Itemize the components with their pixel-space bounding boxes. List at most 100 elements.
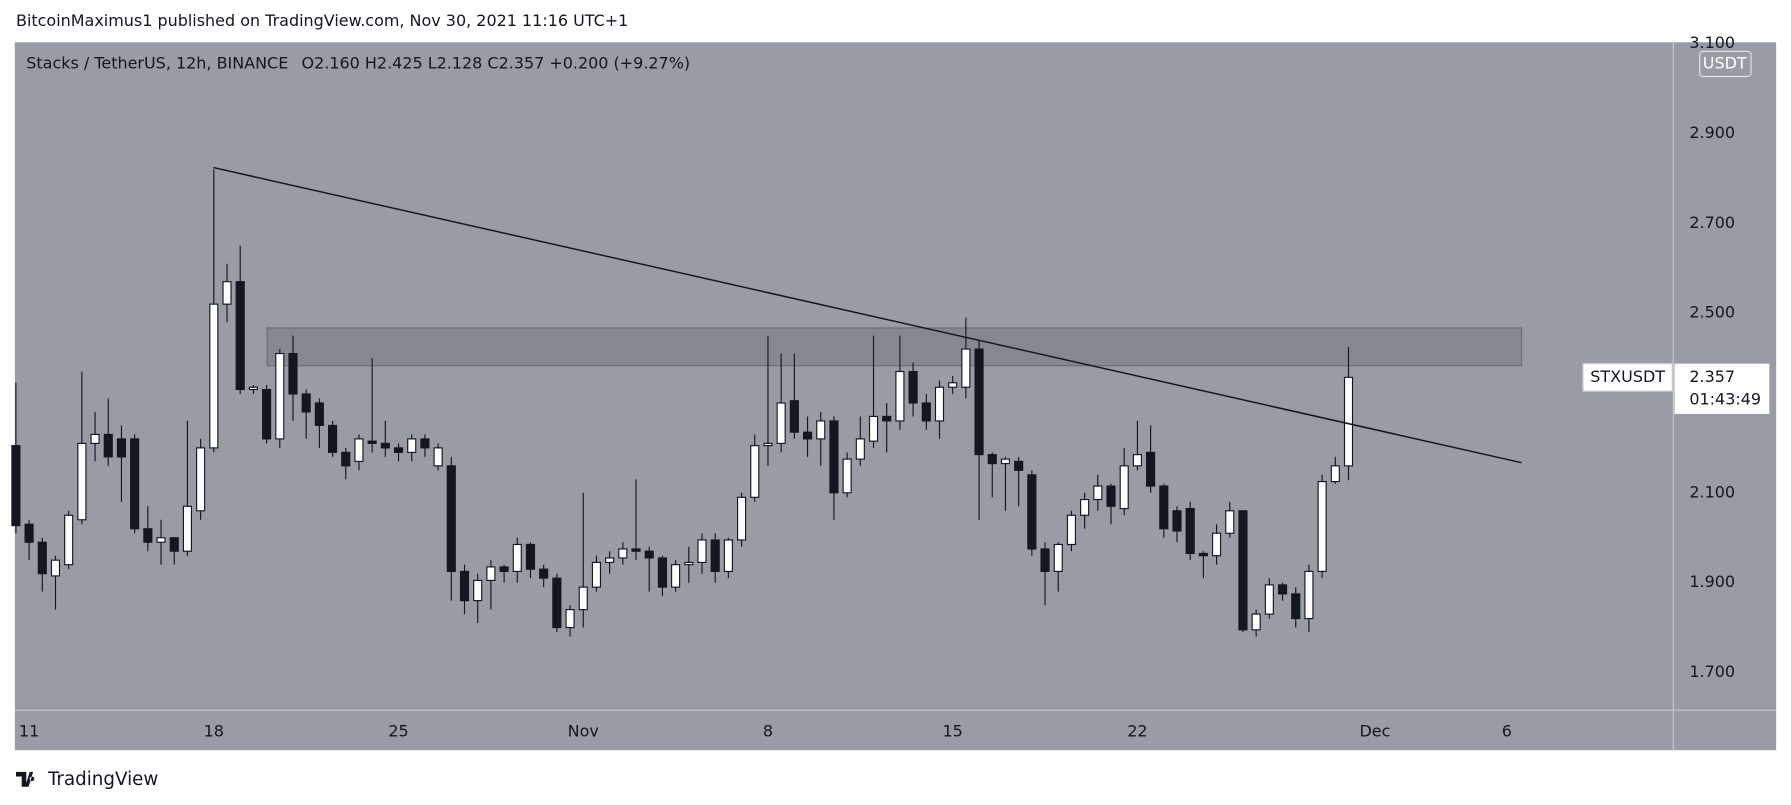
candle-body: [987, 454, 997, 465]
x-tick-label: 22: [1127, 721, 1147, 740]
footer-brand: TradingView: [47, 769, 158, 790]
x-tick-label: Nov: [568, 721, 599, 740]
candle-body: [1132, 454, 1142, 467]
candle-body: [512, 543, 522, 572]
candle-body: [1027, 474, 1037, 550]
candle-body: [750, 445, 760, 498]
candle-body: [393, 447, 404, 453]
x-tick-label: Dec: [1359, 721, 1390, 740]
resistance-zone: [266, 327, 1523, 367]
candle-body: [578, 586, 588, 611]
candle-body: [433, 447, 443, 467]
candle-body: [737, 496, 747, 541]
candle-body: [1185, 507, 1195, 555]
candle-body: [974, 348, 984, 456]
candle-body: [868, 415, 879, 442]
currency: USDT: [1703, 53, 1747, 72]
candle-body: [380, 442, 390, 449]
candle-body: [776, 402, 786, 444]
price-tag-text: 2.357: [1689, 367, 1735, 386]
candle-body: [486, 566, 496, 581]
candle-body: [275, 352, 285, 440]
candle-body: [1343, 376, 1354, 467]
publisher-header: BitcoinMaximus1 published on TradingView…: [16, 11, 628, 30]
candle-body: [1093, 485, 1103, 501]
y-tick-label: 2.900: [1689, 123, 1735, 142]
x-tick-label: 8: [763, 721, 773, 740]
candle-body: [1080, 498, 1090, 516]
candle-body: [842, 458, 852, 494]
x-tick-label: 25: [388, 721, 408, 740]
candle-body: [895, 370, 905, 422]
candle-body: [657, 557, 667, 588]
candle-body: [1304, 570, 1314, 620]
candle-body: [11, 445, 21, 527]
candle-body: [1040, 548, 1050, 572]
candle-body: [367, 440, 377, 444]
candle-body: [473, 579, 483, 602]
candle-body: [789, 400, 799, 433]
candle-body: [552, 577, 562, 629]
candle-body: [222, 281, 232, 305]
candle-body: [1225, 510, 1235, 534]
candle-body: [1014, 460, 1024, 471]
x-tick-label: 11: [19, 721, 39, 740]
candle-body: [103, 433, 113, 458]
candle-body: [1317, 481, 1327, 572]
candle-body: [499, 566, 509, 572]
candle-body: [156, 537, 166, 543]
candle-body: [565, 609, 575, 629]
candle-body: [882, 415, 892, 422]
candle-body: [407, 438, 417, 453]
candle-body: [921, 402, 931, 422]
y-tick-label: 2.100: [1689, 482, 1735, 501]
y-tick-label: 3.100: [1689, 33, 1735, 52]
candle-body: [684, 561, 694, 566]
candle-body: [763, 442, 773, 447]
x-tick-label: 6: [1502, 721, 1512, 740]
countdown-text: 01:43:49: [1689, 390, 1761, 409]
trendline: [213, 166, 1522, 464]
candle-body: [209, 303, 219, 449]
x-tick-label: 15: [943, 721, 963, 740]
candle-body: [934, 386, 945, 422]
candle-body: [196, 447, 206, 512]
symbol-tag-text: STXUSDT: [1590, 367, 1665, 386]
candle-body: [802, 431, 813, 440]
candle-body: [1251, 613, 1261, 631]
ohlc-legend: O2.160 H2.425 L2.128 C2.357 +0.200 (+9.2…: [302, 53, 691, 72]
candle-body: [1238, 510, 1248, 631]
y-tick-label: 1.700: [1689, 662, 1735, 681]
candle-body: [64, 514, 74, 566]
candle-body: [1172, 510, 1182, 532]
candle-body: [1053, 543, 1063, 572]
candle-body: [1066, 514, 1077, 546]
plot: [11, 166, 1523, 637]
candle-body: [1198, 552, 1208, 557]
candle-body: [1119, 465, 1129, 510]
candle-body: [288, 352, 298, 395]
candle-body: [644, 550, 654, 559]
tradingview-logo: [15, 771, 35, 787]
candle-body: [262, 388, 272, 440]
candle-body: [631, 548, 641, 552]
candle-body: [116, 438, 127, 458]
candle-body: [697, 539, 707, 564]
candle-body: [182, 505, 192, 552]
candle-body: [605, 557, 615, 564]
candle-body: [314, 402, 324, 426]
currency-box[interactable]: [1699, 50, 1752, 78]
candle-body: [723, 539, 733, 572]
candle-body: [908, 370, 918, 404]
candle-body: [327, 424, 338, 453]
candle-body: [1106, 485, 1116, 507]
candle-body: [248, 386, 258, 391]
candle-body: [948, 382, 958, 388]
candle-body: [816, 420, 826, 440]
candle-body: [829, 420, 839, 494]
candle-body: [1330, 465, 1340, 483]
candle-body: [143, 528, 153, 543]
candle-body: [130, 438, 140, 530]
